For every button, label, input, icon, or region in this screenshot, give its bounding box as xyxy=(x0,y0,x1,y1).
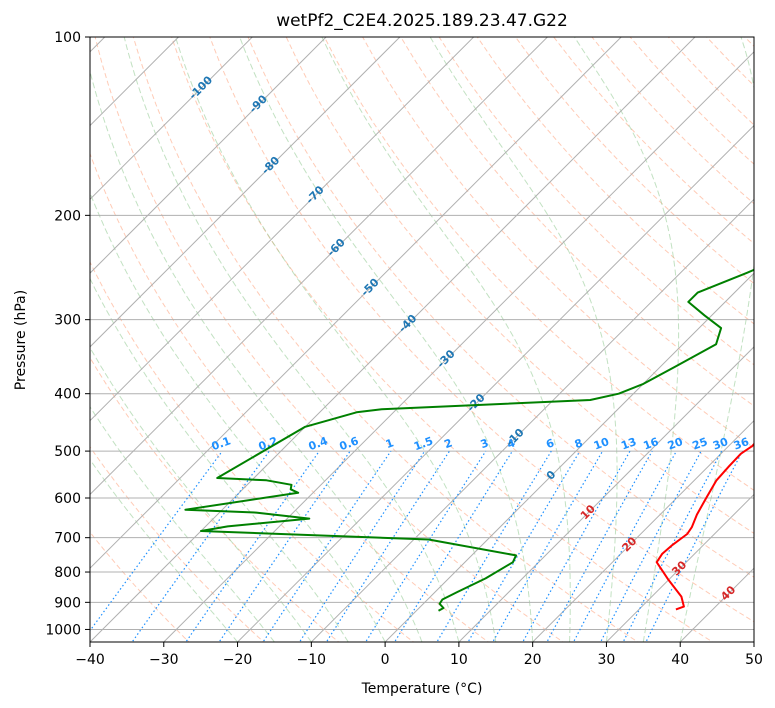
pressure-gridlines xyxy=(90,37,754,630)
isotherm-line xyxy=(90,37,549,496)
x-tick-label: 0 xyxy=(381,652,390,668)
isotherm-line xyxy=(90,37,696,642)
mixing-ratio-lines: 0.1 0.2 0.4 0.6 1 1.5 2 3 4 6 8 10 13 16 20 25 30 36 xyxy=(90,434,751,642)
mixing-ratio-label: 20 xyxy=(666,435,685,453)
x-axis-label: Temperature (°C) xyxy=(361,681,483,697)
mixing-ratio-label: 25 xyxy=(691,435,710,452)
y-tick-label: 100 xyxy=(54,30,81,46)
y-tick-label: 700 xyxy=(54,531,81,547)
isotherm-line xyxy=(605,493,754,642)
y-axis: 100 200 300 400 500 600 700 800 900 1000 xyxy=(45,30,90,638)
mixing-ratio-line xyxy=(622,450,723,642)
plot-frame xyxy=(89,36,755,643)
mixing-ratio-label: 1 xyxy=(384,436,396,451)
isotherm-line xyxy=(531,419,754,642)
mixing-ratio-label: 13 xyxy=(619,435,638,452)
mixing-ratio-label: 0.1 xyxy=(210,434,233,453)
mixing-ratio-line xyxy=(262,450,392,642)
mixing-ratio-label: 0.2 xyxy=(257,434,280,453)
x-tick-label: −40 xyxy=(75,652,105,668)
y-axis-label: Pressure (hPa) xyxy=(13,290,29,390)
mixing-ratio-label: 0.4 xyxy=(307,434,330,453)
mixing-ratio-line xyxy=(218,450,351,642)
moist-adiabat-line xyxy=(429,37,618,642)
isotherm-line xyxy=(163,51,754,642)
dry-adiabat-line xyxy=(90,152,490,642)
mixing-ratio-line xyxy=(90,450,223,632)
moist-adiabat-line xyxy=(573,37,680,642)
moist-adiabat-line xyxy=(321,37,571,642)
mixing-ratio-line xyxy=(185,450,320,642)
x-tick-label: −20 xyxy=(223,652,253,668)
mixing-ratio-line xyxy=(131,450,270,642)
mixing-ratio-label: 30 xyxy=(711,435,730,453)
dry-adiabat-line xyxy=(285,37,754,535)
mixing-ratio-label: 1.5 xyxy=(412,434,435,453)
isotherm-line xyxy=(90,37,475,422)
mixing-ratio-label: 0.6 xyxy=(338,434,361,453)
dry-adiabat-line xyxy=(362,37,754,449)
moist-adiabat-line xyxy=(175,37,497,642)
isotherm-line xyxy=(90,37,254,201)
mixing-ratio-line xyxy=(364,450,487,642)
chart-title: wetPf2_C2E4.2025.189.23.47.G22 xyxy=(276,11,568,31)
mixing-ratio-line xyxy=(572,450,677,642)
moist-adiabat-line xyxy=(90,346,312,642)
moist-adiabat-line xyxy=(123,37,460,642)
mixing-ratio-label: 8 xyxy=(573,436,585,451)
x-tick-label: 20 xyxy=(524,652,542,668)
x-axis: −40 −30 −20 −10 0 10 20 30 40 50 xyxy=(75,642,763,668)
isotherm-line xyxy=(384,272,754,642)
isotherm-line xyxy=(458,346,754,642)
mixing-ratio-line xyxy=(298,450,426,642)
mixing-ratio-line xyxy=(393,450,513,642)
x-tick-label: 30 xyxy=(598,652,616,668)
isotherm-line xyxy=(90,37,401,348)
x-tick-label: 10 xyxy=(450,652,468,668)
y-tick-label: 900 xyxy=(54,595,81,611)
mixing-ratio-label: 6 xyxy=(544,436,556,451)
dewpoint-profile-line xyxy=(184,268,754,612)
mixing-ratio-label: 10 xyxy=(592,435,611,453)
isotherm-line xyxy=(236,124,754,642)
dry-adiabat-line xyxy=(476,37,754,325)
moist-adiabats xyxy=(90,37,754,642)
y-tick-label: 500 xyxy=(54,444,81,460)
isotherm-line xyxy=(90,37,622,569)
mixing-ratio-line xyxy=(467,450,581,642)
temperature-profile-line xyxy=(655,442,754,611)
mixing-ratio-label: 2 xyxy=(442,436,454,451)
mixing-ratio-label: 4 xyxy=(505,436,517,451)
x-tick-label: 50 xyxy=(745,652,763,668)
dry-adiabat-line xyxy=(515,37,754,285)
moist-adiabat-line xyxy=(239,37,534,642)
isotherms xyxy=(90,37,754,642)
mixing-ratio-line xyxy=(325,450,450,642)
moist-adiabat-line xyxy=(90,277,349,642)
dry-adiabat-line xyxy=(323,37,754,491)
y-tick-label: 400 xyxy=(54,387,81,403)
y-tick-label: 600 xyxy=(54,491,81,507)
isotherm-line xyxy=(90,37,327,274)
y-tick-label: 300 xyxy=(54,313,81,329)
dry-adiabat-line xyxy=(90,446,265,642)
y-tick-label: 1000 xyxy=(45,622,81,638)
moist-adiabat-line xyxy=(90,458,238,642)
x-tick-label: 40 xyxy=(671,652,689,668)
mixing-ratio-label: 36 xyxy=(732,435,751,453)
y-tick-label: 200 xyxy=(54,208,81,224)
mixing-ratio-line xyxy=(599,450,702,642)
isotherm-line xyxy=(310,198,754,642)
moist-adiabat-line xyxy=(90,405,275,642)
x-tick-label: −30 xyxy=(149,652,179,668)
mixing-ratio-label: 16 xyxy=(642,435,661,453)
mixing-ratio-label: 3 xyxy=(479,436,491,451)
moist-adiabat-line xyxy=(90,69,423,642)
dry-adiabat-line xyxy=(400,37,754,407)
y-tick-label: 800 xyxy=(54,565,81,581)
x-tick-label: −10 xyxy=(297,652,327,668)
moist-adiabat-line xyxy=(90,191,386,642)
